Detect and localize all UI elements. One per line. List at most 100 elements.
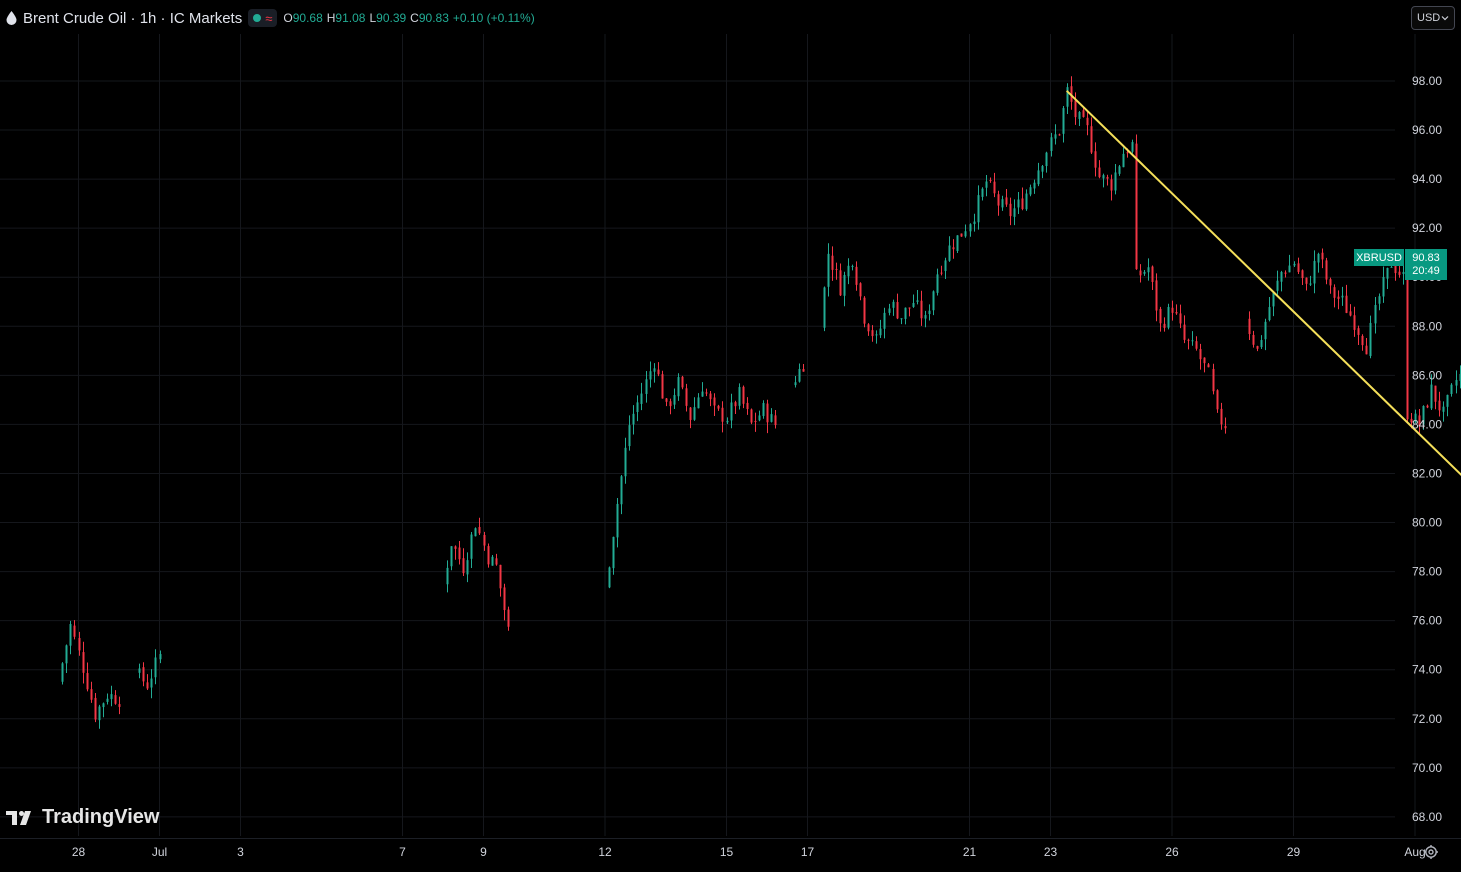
candle-up [879,328,882,336]
currency-select[interactable]: USD [1411,6,1455,30]
candle-down [734,402,737,407]
candle-down [908,307,911,309]
candle-up [154,657,157,678]
candle-up [964,231,967,237]
candle-up [640,393,643,404]
candle-up [1386,267,1389,279]
candle-down [1179,313,1182,324]
candle-down [1325,260,1328,280]
candle-down [1126,152,1129,154]
candle-up [730,402,733,421]
chevron-down-icon [1441,16,1449,21]
candle-down [871,330,874,337]
candle-down [960,233,963,237]
oil-drop-icon [6,11,17,25]
candle-down [1090,126,1093,153]
candle-down [1256,346,1259,349]
candle-up [932,291,935,311]
candle-down [1345,295,1348,313]
candle-up [973,221,976,225]
candle-down [499,564,502,589]
candle-up [758,415,761,421]
candle-down [1252,334,1255,345]
x-tick-label: 17 [801,845,815,859]
candle-up [616,503,619,538]
candle-down [1082,110,1085,117]
candle-down [1110,179,1113,191]
candle-down [1098,167,1101,178]
x-tick-label: 12 [598,845,612,859]
candle-down [118,704,121,707]
y-tick-label: 78.00 [1412,565,1442,579]
candle-up [470,534,473,559]
market-status[interactable]: ≈ [248,9,278,27]
y-tick-label: 68.00 [1412,810,1442,824]
x-tick-label: 23 [1044,845,1058,859]
tradingview-logo[interactable]: TradingView [6,806,159,829]
candle-up [466,560,469,575]
y-tick-label: 72.00 [1412,712,1442,726]
candle-down [1070,86,1073,102]
candle-up [1422,405,1425,425]
candle-up [843,274,846,296]
data-delay-icon: ≈ [265,10,273,26]
x-tick-label: 21 [963,845,977,859]
candle-down [1151,266,1154,282]
candle-up [1191,340,1194,342]
ohlc-values: O90.68 H91.08 L90.39 C90.83 +0.10 (+0.11… [283,11,534,25]
candle-down [705,392,708,394]
close-label: C [410,11,419,25]
candle-up [726,420,729,423]
candle-down [997,194,1000,206]
chart-grid [0,34,1416,836]
y-tick-label: 80.00 [1412,516,1442,530]
candle-down [661,374,664,399]
candle-down [73,625,76,637]
candle-up [1025,193,1028,210]
candle-up [888,308,891,313]
candle-up [1280,271,1283,282]
candle-up [985,181,988,188]
candle-up [110,694,113,700]
candle-up [102,703,105,708]
candle-up [1260,340,1263,348]
candle-up [1309,283,1312,285]
symbol-price-label: XBRUSD [1354,249,1404,266]
y-tick-label: 86.00 [1412,368,1442,382]
candle-down [867,324,870,332]
candle-up [916,300,919,302]
candle-down [1224,426,1227,429]
low-label: L [369,11,377,25]
settings-gear-icon[interactable] [1423,844,1439,860]
x-tick-label: 7 [399,845,406,859]
candle-up [912,302,915,307]
candle-up [1369,322,1372,356]
candle-down [1159,308,1162,324]
candle-up [770,414,773,422]
candle-up [69,624,72,646]
candle-down [1086,117,1089,126]
candle-up [653,368,656,372]
symbol-title[interactable]: Brent Crude Oil · 1h · IC Markets [23,9,243,27]
candle-down [1216,390,1219,410]
candle-up [827,253,830,287]
candle-up [1041,166,1044,172]
open-label: O [283,11,293,25]
candle-up [1382,276,1385,297]
candle-up [1066,87,1069,107]
candle-up [1045,152,1048,167]
candle-down [859,283,862,297]
candle-down [114,695,117,704]
candle-down [458,547,461,560]
high-value: 91.08 [335,11,366,25]
candle-down [746,402,749,410]
open-value: 90.68 [292,11,323,25]
candle-up [1114,172,1117,191]
candle-down [1305,277,1308,284]
candle-down [82,652,85,673]
candle-down [1337,296,1340,299]
high-label: H [326,11,336,25]
candle-down [657,369,660,375]
